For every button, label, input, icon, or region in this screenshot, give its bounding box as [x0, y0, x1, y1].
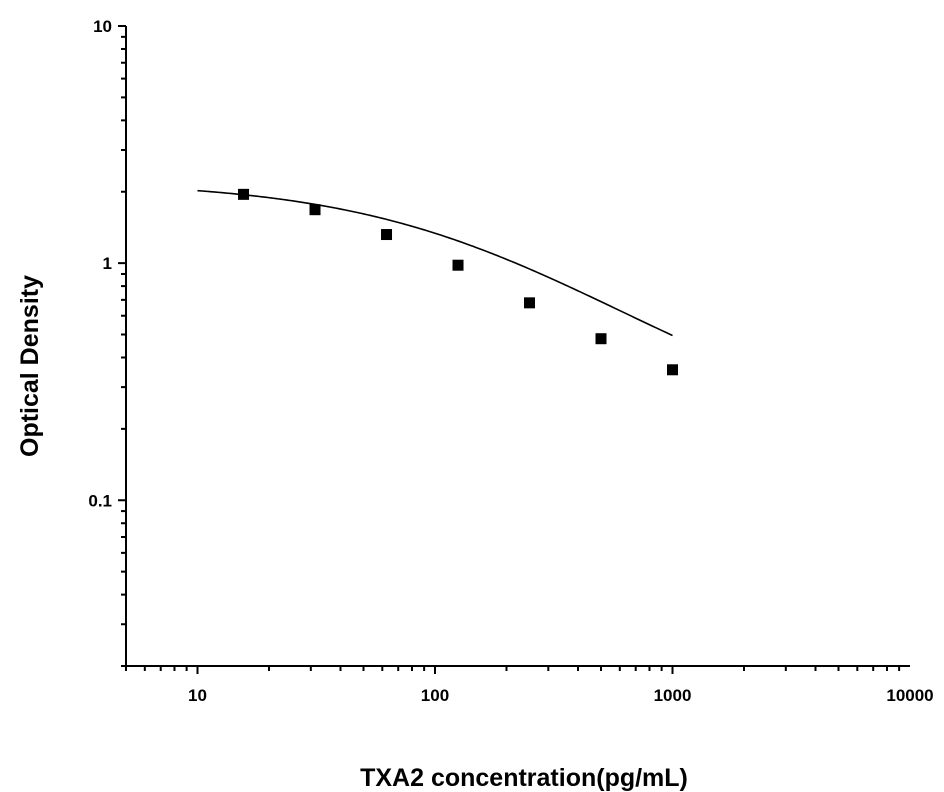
x-tick-label: 100 — [421, 686, 449, 705]
plot-area: 10 100 1000 10000 0.1 1 10 — [88, 17, 933, 705]
x-axis-title: TXA2 concentration(pg/mL) — [360, 764, 688, 792]
fit-curve — [197, 189, 673, 337]
x-tick-label: 1000 — [654, 686, 692, 705]
data-point — [381, 229, 393, 241]
y-tick-label: 10 — [93, 17, 112, 36]
data-point — [238, 188, 250, 200]
data-point — [595, 333, 607, 345]
y-axis-title: Optical Density — [16, 275, 44, 457]
data-point — [524, 297, 536, 309]
data-point — [666, 364, 678, 376]
data-point — [452, 259, 464, 271]
y-tick-label: 0.1 — [88, 491, 112, 510]
x-tick-label: 10000 — [886, 686, 933, 705]
x-tick-label: 10 — [188, 686, 207, 705]
data-point — [309, 204, 321, 216]
y-tick-label: 1 — [103, 254, 112, 273]
